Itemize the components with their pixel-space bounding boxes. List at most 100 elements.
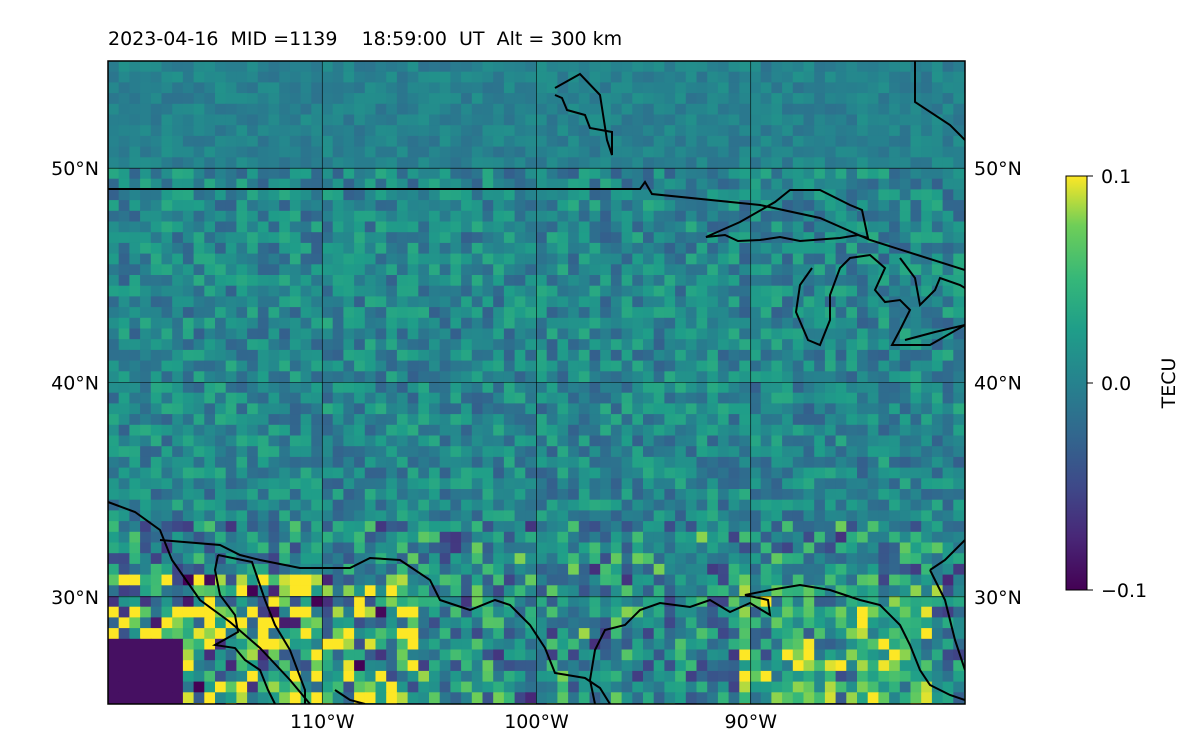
heatmap-cell bbox=[600, 403, 612, 415]
heatmap-cell bbox=[717, 638, 730, 651]
heatmap-cell bbox=[225, 670, 237, 683]
heatmap-cell bbox=[685, 489, 698, 501]
heatmap-cell bbox=[643, 296, 655, 308]
heatmap-cell bbox=[685, 168, 698, 180]
heatmap-cell bbox=[354, 210, 366, 223]
heatmap-cell bbox=[557, 478, 569, 490]
heatmap-cell bbox=[118, 392, 130, 404]
heatmap-cell bbox=[589, 510, 601, 522]
heatmap-cell bbox=[685, 93, 698, 105]
heatmap-cell bbox=[150, 349, 163, 362]
heatmap-cell bbox=[118, 670, 130, 683]
heatmap-cell bbox=[525, 574, 537, 586]
heatmap-cell bbox=[150, 210, 163, 223]
heatmap-cell bbox=[503, 499, 516, 511]
heatmap-cell bbox=[182, 606, 195, 618]
colorbar: 0.10.0−0.1 TECU bbox=[1065, 166, 1180, 602]
lat-tick-label: 30°N bbox=[51, 587, 99, 609]
heatmap-cell bbox=[279, 531, 291, 544]
heatmap-cell bbox=[600, 596, 612, 608]
heatmap-cell bbox=[525, 264, 537, 276]
heatmap-cell bbox=[760, 628, 772, 640]
heatmap-cell bbox=[664, 489, 676, 501]
heatmap-cell bbox=[942, 317, 954, 330]
heatmap-cell bbox=[824, 168, 837, 180]
heatmap-cell bbox=[814, 82, 826, 94]
heatmap-cell bbox=[429, 521, 441, 533]
heatmap-cell bbox=[771, 553, 783, 565]
heatmap-cell bbox=[632, 168, 644, 180]
heatmap-cell bbox=[364, 628, 377, 640]
heatmap-cell bbox=[150, 692, 163, 704]
heatmap-cell bbox=[889, 392, 901, 404]
heatmap-cell bbox=[482, 531, 494, 544]
heatmap-cell bbox=[172, 200, 184, 212]
heatmap-cell bbox=[225, 146, 237, 158]
heatmap-cell bbox=[685, 446, 698, 458]
heatmap-cell bbox=[578, 317, 591, 330]
heatmap-cell bbox=[247, 242, 259, 255]
heatmap-cell bbox=[236, 606, 248, 618]
heatmap-cell bbox=[450, 596, 462, 608]
heatmap-cell bbox=[589, 103, 601, 116]
heatmap-cell bbox=[557, 221, 569, 233]
heatmap-cell bbox=[707, 692, 719, 704]
heatmap-cell bbox=[300, 349, 312, 362]
heatmap-cell bbox=[161, 403, 173, 415]
heatmap-cell bbox=[835, 489, 847, 501]
heatmap-cell bbox=[407, 638, 419, 651]
heatmap-cell bbox=[632, 71, 644, 83]
heatmap-cell bbox=[525, 403, 537, 415]
heatmap-cell bbox=[717, 178, 730, 190]
heatmap-cell bbox=[664, 382, 676, 394]
heatmap-cell bbox=[140, 510, 152, 522]
heatmap-cell bbox=[653, 242, 665, 255]
heatmap-cell bbox=[140, 253, 152, 265]
heatmap-cell bbox=[942, 670, 954, 683]
heatmap-cell bbox=[589, 585, 601, 597]
heatmap-cell bbox=[108, 157, 120, 169]
heatmap-cell bbox=[803, 93, 815, 105]
heatmap-cell bbox=[857, 617, 869, 629]
heatmap-cell bbox=[546, 61, 558, 73]
heatmap-cell bbox=[782, 596, 794, 608]
heatmap-cell bbox=[910, 360, 922, 372]
heatmap-cell bbox=[396, 371, 409, 383]
heatmap-cell bbox=[643, 146, 655, 158]
heatmap-cell bbox=[129, 660, 141, 672]
heatmap-cell bbox=[857, 360, 869, 372]
heatmap-cell bbox=[931, 414, 944, 426]
heatmap-cell bbox=[450, 531, 462, 544]
heatmap-cell bbox=[279, 103, 291, 116]
heatmap-cell bbox=[643, 670, 655, 683]
heatmap-cell bbox=[589, 392, 601, 404]
heatmap-cell bbox=[846, 435, 858, 447]
heatmap-cell bbox=[450, 264, 462, 276]
heatmap-cell bbox=[503, 467, 516, 479]
heatmap-cell bbox=[482, 189, 494, 201]
heatmap-cell bbox=[824, 392, 837, 404]
heatmap-cell bbox=[953, 360, 965, 372]
heatmap-cell bbox=[771, 542, 783, 554]
heatmap-cell bbox=[150, 499, 163, 511]
heatmap-cell bbox=[814, 467, 826, 479]
heatmap-cell bbox=[311, 93, 323, 105]
heatmap-cell bbox=[557, 596, 569, 608]
heatmap-cell bbox=[493, 135, 505, 148]
heatmap-cell bbox=[771, 660, 783, 672]
heatmap-cell bbox=[257, 146, 270, 158]
heatmap-cell bbox=[632, 125, 644, 137]
heatmap-cell bbox=[343, 628, 355, 640]
heatmap-cell bbox=[161, 499, 173, 511]
heatmap-cell bbox=[279, 61, 291, 73]
heatmap-cell bbox=[600, 424, 612, 437]
heatmap-cell bbox=[867, 189, 879, 201]
heatmap-cell bbox=[182, 542, 195, 554]
heatmap-cell bbox=[536, 125, 548, 137]
heatmap-cell bbox=[600, 478, 612, 490]
heatmap-cell bbox=[247, 253, 259, 265]
heatmap-cell bbox=[204, 596, 216, 608]
heatmap-cell bbox=[546, 456, 558, 469]
heatmap-cell bbox=[696, 382, 708, 394]
heatmap-cell bbox=[835, 424, 847, 437]
